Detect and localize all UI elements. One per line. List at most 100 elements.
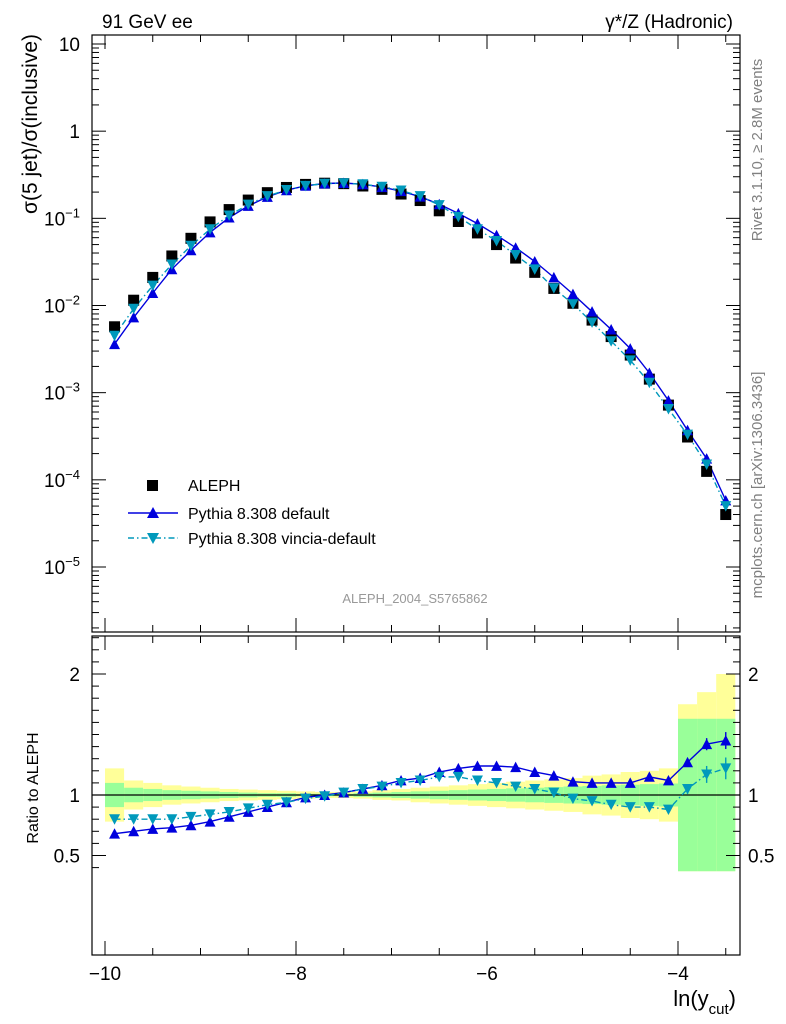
- x-tick-label: −8: [285, 964, 307, 985]
- ratio-y-tick-label-right: 1: [748, 786, 759, 807]
- ratio-y-tick-label-right: 0.5: [748, 847, 774, 868]
- data-point-vincia: [414, 191, 426, 202]
- data-point-pythia-default: [109, 338, 121, 350]
- tick-base: 10: [44, 209, 65, 230]
- ratio-y-tick-label: 0.5: [54, 847, 80, 868]
- data-point-vincia: [701, 459, 713, 470]
- ratio-point-pythia-default: [128, 825, 140, 837]
- ratio-point-pythia-default: [185, 819, 197, 831]
- main-y-tick-label: 10−5: [44, 554, 80, 579]
- x-axis-label-sub: cut: [709, 1001, 730, 1018]
- data-point-vincia: [529, 264, 541, 275]
- ratio-point-vincia: [280, 797, 292, 808]
- x-tick-label: −6: [476, 964, 498, 985]
- legend-marker-vincia: [147, 533, 159, 544]
- data-point-aleph: [624, 349, 636, 361]
- data-point-pythia-default: [643, 367, 655, 378]
- main-y-tick-label: 10−3: [44, 380, 80, 405]
- data-point-pythia-default: [605, 324, 617, 335]
- data-point-aleph: [204, 216, 216, 228]
- ratio-point-vincia: [529, 784, 541, 795]
- ratio-y-tick-label: 1: [69, 786, 80, 807]
- ratio-point-vincia: [662, 804, 674, 816]
- x-tick-label: −4: [667, 964, 689, 985]
- ratio-point-vincia: [452, 771, 464, 783]
- data-point-vincia: [548, 283, 560, 294]
- tick-exponent: −1: [65, 205, 80, 220]
- tick-base: 10: [44, 558, 65, 579]
- ratio-line-vincia: [114, 767, 727, 820]
- ratio-point-vincia: [319, 791, 331, 802]
- data-point-vincia: [682, 429, 694, 441]
- legend-label-pythia-default: Pythia 8.308 default: [188, 506, 330, 523]
- data-point-aleph: [701, 465, 713, 477]
- ratio-point-vincia: [395, 777, 407, 789]
- data-point-vincia: [109, 330, 121, 342]
- data-point-vincia: [338, 178, 350, 189]
- data-point-aleph: [109, 321, 121, 333]
- ratio-point-vincia: [701, 769, 713, 780]
- ratio-point-vincia: [548, 787, 560, 799]
- data-point-aleph: [128, 294, 140, 306]
- ratio-point-pythia-default: [548, 770, 560, 781]
- ratio-point-vincia: [643, 802, 655, 813]
- data-point-vincia: [720, 501, 732, 512]
- ratio-point-pythia-default: [452, 762, 464, 774]
- x-axis-label: ln(ycut): [673, 986, 736, 1018]
- data-point-pythia-default: [586, 306, 598, 317]
- ratio-point-vincia: [624, 802, 636, 813]
- legend-label-vincia: Pythia 8.308 vincia-default: [188, 531, 376, 548]
- data-point-vincia: [147, 280, 159, 292]
- ratio-point-pythia-default: [567, 776, 579, 787]
- data-point-pythia-default: [662, 395, 674, 406]
- data-point-vincia: [510, 250, 522, 261]
- ratio-y-tick-label-right: 2: [748, 665, 759, 686]
- main-ylabel: σ(5 jet)/σ(inclusive): [19, 34, 42, 214]
- data-point-aleph: [223, 204, 235, 216]
- ratio-point-pythia-default: [624, 777, 636, 788]
- tick-exponent: −3: [65, 380, 80, 395]
- ratio-point-vincia: [682, 784, 694, 795]
- ratio-point-vincia: [586, 796, 598, 807]
- ratio-point-pythia-default: [720, 735, 732, 746]
- x-axis-label-close: ): [729, 986, 736, 1011]
- x-axis-label-main: ln(y: [673, 986, 708, 1011]
- main-y-tick-label: 10−2: [44, 293, 80, 318]
- data-point-vincia: [433, 200, 445, 211]
- data-point-vincia: [567, 299, 579, 310]
- data-point-vincia: [166, 259, 178, 270]
- data-point-vincia: [662, 404, 674, 415]
- ratio-point-pythia-default: [491, 760, 503, 771]
- header-right: γ*/Z (Hadronic): [605, 12, 733, 33]
- data-point-pythia-default: [529, 255, 541, 267]
- data-point-vincia: [128, 303, 140, 315]
- ratio-point-vincia: [433, 771, 445, 783]
- data-point-vincia: [376, 181, 388, 193]
- data-point-vincia: [319, 178, 331, 190]
- ratio-point-vincia: [185, 811, 197, 823]
- data-point-pythia-default: [567, 288, 579, 300]
- header-left: 91 GeV ee: [102, 12, 193, 33]
- legend-marker-aleph: [147, 480, 158, 491]
- ratio-point-vincia: [261, 799, 273, 811]
- data-point-pythia-default: [624, 343, 636, 354]
- ratio-y-tick-label: 2: [69, 665, 80, 686]
- ratio-point-pythia-default: [471, 760, 483, 771]
- legend-label-aleph: ALEPH: [188, 478, 240, 495]
- main-y-tick-label: 10: [59, 35, 80, 56]
- ratio-point-pythia-default: [510, 761, 522, 773]
- data-point-pythia-default: [548, 271, 560, 283]
- main-y-tick-label: 10−1: [44, 205, 80, 230]
- ratio-ylabel: Ratio to ALEPH: [25, 732, 42, 843]
- ratio-point-vincia: [471, 775, 483, 786]
- data-point-pythia-default: [147, 287, 159, 298]
- main-frame: [91, 34, 741, 633]
- data-point-aleph: [166, 250, 178, 262]
- data-point-vincia: [471, 224, 483, 235]
- data-point-vincia: [242, 199, 254, 211]
- data-point-vincia: [280, 184, 292, 196]
- ratio-point-vincia: [147, 814, 159, 825]
- ratio-point-pythia-default: [662, 774, 674, 786]
